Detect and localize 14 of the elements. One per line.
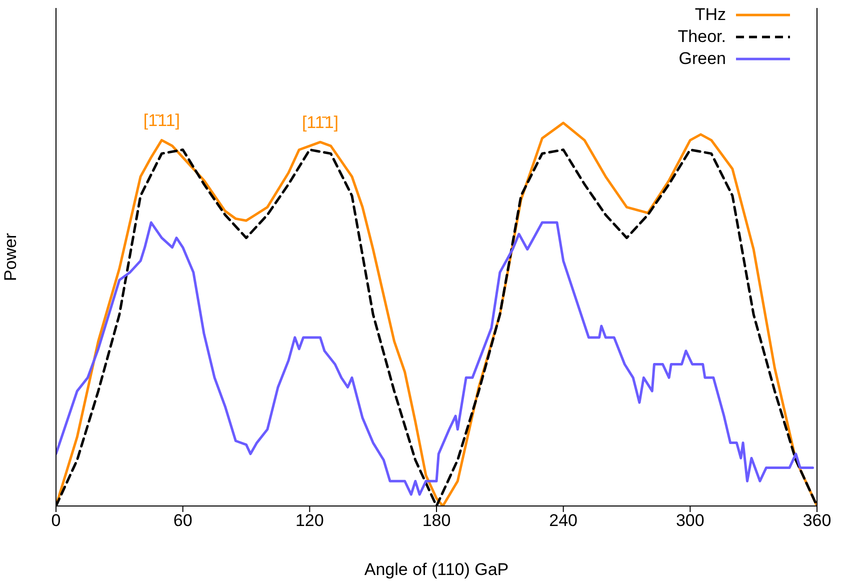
x-tick-label: 180 (422, 511, 451, 530)
x-tick-label: 360 (802, 511, 832, 530)
annotation: [1̄11] (143, 111, 180, 130)
legend-label: THz (694, 5, 726, 25)
annotation: [11̄1] (302, 113, 339, 132)
legend-label: Green (678, 49, 726, 69)
y-axis-title: Power (1, 232, 20, 282)
x-axis-title: Angle of (110) GaP (364, 560, 509, 579)
x-tick-label: 60 (173, 511, 192, 530)
x-tick-label: 300 (676, 511, 704, 530)
x-tick-label: 0 (51, 511, 61, 530)
x-tick-label: 120 (295, 511, 324, 530)
x-tick-label: 240 (549, 511, 578, 530)
legend-label: Theor. (678, 27, 726, 47)
